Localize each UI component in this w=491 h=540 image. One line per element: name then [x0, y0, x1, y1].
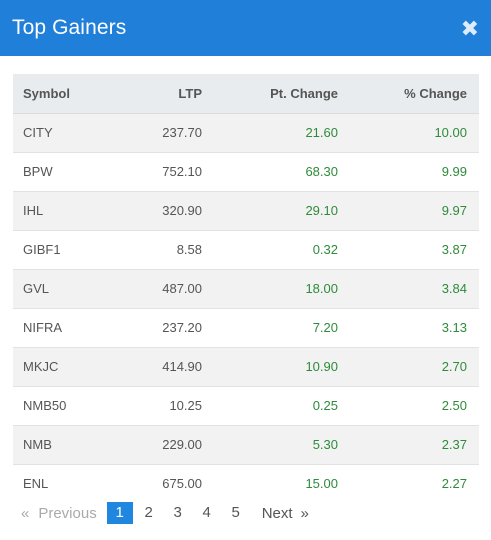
cell-symbol: NIFRA	[13, 307, 103, 347]
header-symbol: Symbol	[13, 74, 103, 114]
cell-symbol: MKJC	[13, 346, 103, 386]
cell-pt-change: 21.60	[202, 112, 338, 152]
cell-ltp: 229.00	[103, 424, 202, 464]
gainers-table-container: Symbol LTP Pt. Change % Change CITY 237.…	[13, 74, 479, 503]
cell-pct-change: 2.27	[338, 463, 479, 503]
gainers-table: Symbol LTP Pt. Change % Change CITY 237.…	[13, 74, 479, 503]
cell-pt-change: 68.30	[202, 151, 338, 191]
page-3-button[interactable]: 3	[173, 504, 182, 521]
cell-pt-change: 0.32	[202, 229, 338, 269]
cell-ltp: 487.00	[103, 268, 202, 308]
cell-pt-change: 15.00	[202, 463, 338, 503]
header-pct-change: % Change	[338, 74, 479, 114]
cell-pct-change: 3.13	[338, 307, 479, 347]
table-row: GIBF1 8.58 0.32 3.87	[13, 229, 479, 269]
cell-pt-change: 5.30	[202, 424, 338, 464]
cell-pct-change: 2.70	[338, 346, 479, 386]
table-row: GVL 487.00 18.00 3.84	[13, 268, 479, 308]
pagination: « Previous 1 2 3 4 5 Next »	[13, 502, 309, 524]
cell-pt-change: 10.90	[202, 346, 338, 386]
table-row: CITY 237.70 21.60 10.00	[13, 112, 479, 152]
header-pt-change: Pt. Change	[202, 74, 338, 114]
page-1-button[interactable]: 1	[106, 502, 133, 524]
table-row: NIFRA 237.20 7.20 3.13	[13, 307, 479, 347]
cell-ltp: 237.70	[103, 112, 202, 152]
cell-pct-change: 9.97	[338, 190, 479, 230]
cell-ltp: 752.10	[103, 151, 202, 191]
page-4-button[interactable]: 4	[202, 504, 211, 521]
table-row: NMB 229.00 5.30 2.37	[13, 424, 479, 464]
close-icon[interactable]: ✖	[460, 16, 479, 41]
page-5-button[interactable]: 5	[231, 504, 240, 521]
page-list: 1 2 3 4 5	[106, 502, 252, 524]
cell-ltp: 237.20	[103, 307, 202, 347]
previous-button[interactable]: Previous	[38, 504, 97, 522]
modal-header: Top Gainers ✖	[0, 0, 491, 56]
cell-symbol: GIBF1	[13, 229, 103, 269]
page-2-button[interactable]: 2	[144, 504, 153, 521]
cell-pct-change: 10.00	[338, 112, 479, 152]
cell-symbol: IHL	[13, 190, 103, 230]
table-row: MKJC 414.90 10.90 2.70	[13, 346, 479, 386]
cell-pct-change: 2.50	[338, 385, 479, 425]
cell-symbol: BPW	[13, 151, 103, 191]
next-arrow-icon[interactable]: »	[300, 504, 309, 522]
cell-pt-change: 29.10	[202, 190, 338, 230]
table-header-row: Symbol LTP Pt. Change % Change	[13, 74, 479, 114]
cell-pt-change: 18.00	[202, 268, 338, 308]
cell-pct-change: 9.99	[338, 151, 479, 191]
next-button[interactable]: Next	[261, 504, 293, 522]
cell-symbol: GVL	[13, 268, 103, 308]
cell-symbol: NMB	[13, 424, 103, 464]
table-row: ENL 675.00 15.00 2.27	[13, 463, 479, 503]
cell-ltp: 675.00	[103, 463, 202, 503]
cell-ltp: 320.90	[103, 190, 202, 230]
cell-ltp: 8.58	[103, 229, 202, 269]
modal-title: Top Gainers	[12, 16, 127, 39]
cell-ltp: 414.90	[103, 346, 202, 386]
cell-pt-change: 0.25	[202, 385, 338, 425]
cell-symbol: NMB50	[13, 385, 103, 425]
cell-symbol: ENL	[13, 463, 103, 503]
table-row: NMB50 10.25 0.25 2.50	[13, 385, 479, 425]
cell-symbol: CITY	[13, 112, 103, 152]
table-row: IHL 320.90 29.10 9.97	[13, 190, 479, 230]
cell-pct-change: 3.84	[338, 268, 479, 308]
header-ltp: LTP	[103, 74, 202, 114]
cell-pct-change: 2.37	[338, 424, 479, 464]
cell-ltp: 10.25	[103, 385, 202, 425]
cell-pt-change: 7.20	[202, 307, 338, 347]
previous-arrow-icon[interactable]: «	[21, 504, 30, 522]
table-row: BPW 752.10 68.30 9.99	[13, 151, 479, 191]
cell-pct-change: 3.87	[338, 229, 479, 269]
